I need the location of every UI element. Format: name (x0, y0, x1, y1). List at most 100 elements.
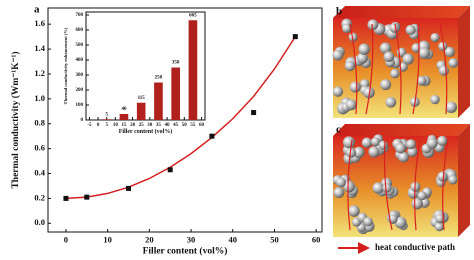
bar (102, 119, 112, 120)
x-tick-label: 0 (97, 123, 100, 128)
x-axis-label: Filler content (vol%) (119, 128, 173, 135)
filler-sphere (395, 142, 406, 154)
x-tick-label: 5 (105, 123, 108, 128)
x-tick-label: 35 (156, 123, 162, 128)
bar-value-label: 5 (105, 112, 108, 117)
filler-sphere (363, 86, 375, 99)
x-tick-label: 20 (145, 234, 154, 244)
x-tick-label: 40 (229, 234, 238, 244)
filler-sphere (398, 151, 409, 163)
filler-sphere (437, 135, 448, 146)
y-tick-label: 0.2 (34, 192, 45, 202)
data-point (167, 167, 173, 173)
bar-value-label: 350 (172, 61, 180, 66)
x-tick-label: 15 (121, 123, 127, 128)
filler-sphere (343, 180, 355, 193)
filler-sphere (382, 183, 392, 193)
filler-sphere (348, 205, 360, 217)
data-point (63, 195, 69, 201)
filler-sphere (437, 171, 448, 182)
y-tick-label: 0.8 (34, 118, 45, 128)
panel-label: b (336, 6, 342, 18)
data-point (209, 133, 215, 139)
filler-sphere (383, 51, 395, 63)
filler-sphere (335, 177, 346, 188)
y-tick-label: 1.4 (34, 43, 45, 53)
y-tick-label: 200 (76, 88, 84, 93)
filler-sphere (363, 217, 373, 227)
filler-sphere (361, 137, 373, 148)
y-tick-label: 1.6 (34, 18, 45, 28)
heat-path (442, 139, 449, 231)
x-tick-label: 60 (312, 234, 321, 244)
filler-sphere (416, 75, 427, 86)
fit-line (65, 36, 296, 200)
filler-sphere (342, 136, 355, 149)
filler-sphere (407, 146, 418, 157)
filler-sphere (345, 99, 357, 111)
bar (136, 102, 146, 120)
x-tick-label: 0 (64, 234, 68, 244)
filler-sphere (405, 139, 416, 150)
filler-sphere (402, 53, 414, 65)
bar (119, 114, 129, 120)
filler-sphere (385, 96, 397, 108)
y-tick-label: 0.4 (34, 167, 45, 177)
heat-path (439, 23, 448, 115)
filler-sphere (430, 94, 440, 105)
filler-sphere (356, 52, 368, 64)
y-tick-label: 600 (76, 28, 84, 33)
filler-sphere (348, 32, 358, 42)
x-tick-label: 50 (182, 123, 188, 128)
filler-sphere (344, 60, 355, 72)
filler-sphere (379, 42, 392, 54)
filler-sphere (448, 58, 459, 68)
bar (171, 67, 180, 120)
plot-frame (85, 11, 206, 121)
x-tick-label: 45 (173, 123, 179, 128)
filler-sphere (417, 191, 427, 201)
filler-sphere (345, 147, 357, 158)
legend-text: heat conductive path (375, 242, 455, 252)
bar (188, 20, 198, 120)
x-tick-label: 30 (147, 123, 153, 128)
data-point (84, 194, 90, 200)
filler-sphere (426, 137, 438, 149)
bar (154, 82, 163, 120)
filler-sphere (360, 79, 370, 89)
filler-sphere (448, 175, 458, 185)
filler-sphere (358, 43, 370, 55)
x-tick-label: 20 (130, 123, 136, 128)
x-tick-label: 30 (187, 234, 196, 244)
bar-value-label: 115 (138, 96, 146, 101)
heat-path (347, 139, 353, 231)
filler-sphere (435, 213, 445, 224)
bar-value-label: 250 (155, 76, 163, 81)
x-tick-label: 40 (165, 123, 171, 128)
filler-sphere (333, 187, 345, 198)
filler-sphere (368, 146, 380, 158)
panel-label: c (336, 124, 341, 136)
filler-sphere (405, 24, 416, 36)
data-point (292, 34, 298, 40)
plot-frame (47, 7, 323, 233)
heat-path (412, 23, 420, 115)
y-tick-label: 100 (76, 103, 84, 108)
filler-sphere (390, 68, 400, 79)
data-point (125, 185, 131, 191)
heat-path (394, 23, 402, 115)
filler-sphere (445, 101, 458, 114)
filler-sphere (438, 41, 448, 51)
y-tick-label: 1.0 (34, 93, 45, 103)
x-tick-label: 25 (139, 123, 145, 128)
y-axis-label: Thermal conductivity enhancement (%) (63, 27, 68, 104)
data-point (251, 110, 257, 116)
filler-sphere (444, 46, 455, 58)
heat-path (383, 139, 393, 231)
filler-sphere (367, 19, 379, 31)
heat-path (414, 139, 421, 231)
filler-sphere (418, 47, 431, 59)
filler-sphere (332, 49, 344, 61)
filler-sphere (378, 140, 388, 150)
